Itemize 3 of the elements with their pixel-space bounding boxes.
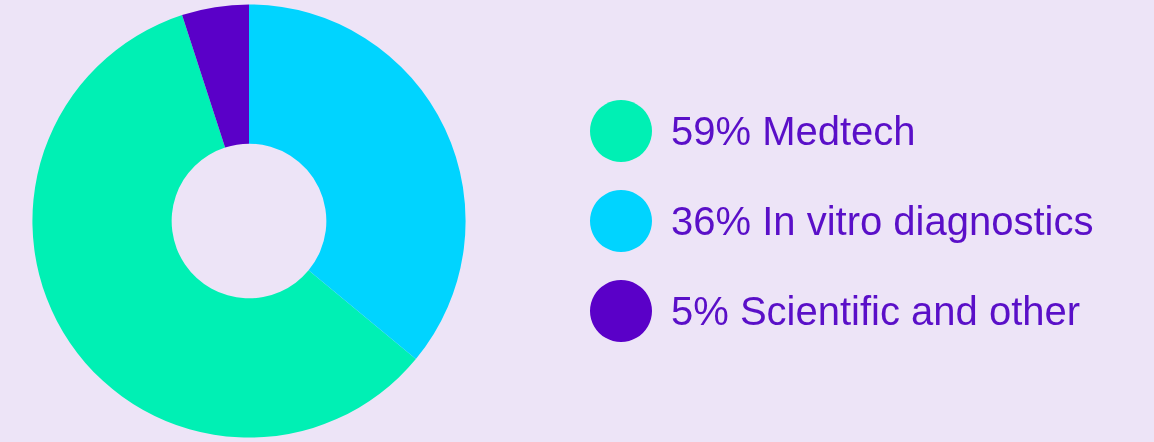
legend-label: 5% Scientific and other [671, 289, 1081, 333]
legend-label: 36% In vitro diagnostics [671, 199, 1094, 243]
legend-label: 59% Medtech [671, 109, 916, 153]
